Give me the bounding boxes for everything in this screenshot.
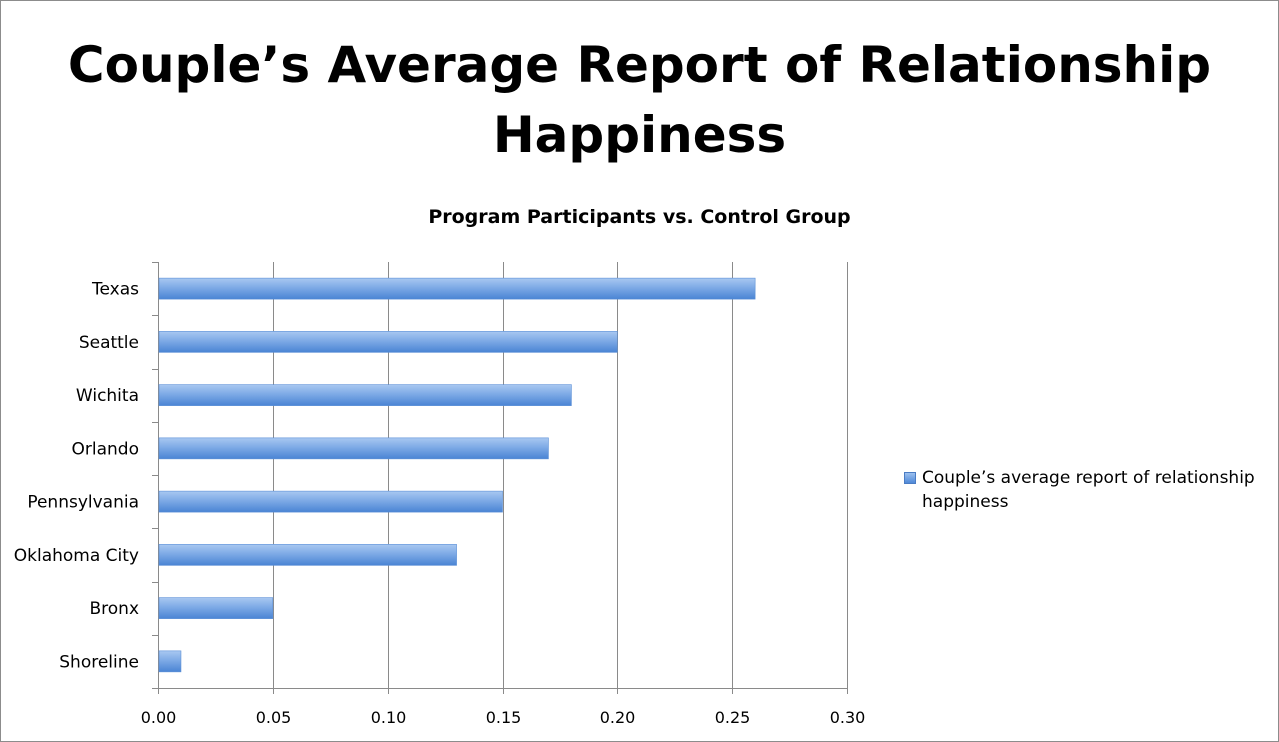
x-tick-label: 0.05 bbox=[256, 708, 292, 727]
labels: 0.00 0.05 0.10 0.15 0.20 0.25 0.30 Texas Seattle… bbox=[14, 280, 866, 727]
category-label: Oklahoma City bbox=[14, 546, 139, 566]
bar bbox=[158, 597, 274, 619]
bars bbox=[158, 277, 756, 673]
legend: Couple’s average report of relationship … bbox=[904, 466, 1264, 514]
gridlines bbox=[273, 262, 848, 688]
chart-subtitle: Program Participants vs. Control Group bbox=[428, 206, 851, 228]
category-label: Shoreline bbox=[59, 652, 139, 672]
x-tick-label: 0.20 bbox=[600, 708, 636, 727]
x-tick-label: 0.15 bbox=[486, 708, 522, 727]
category-label: Pennsylvania bbox=[27, 493, 139, 513]
legend-label: Couple’s average report of relationship … bbox=[922, 468, 1255, 512]
chart-title: Couple’s Average Report of Relationship … bbox=[67, 36, 1212, 164]
bar bbox=[158, 650, 182, 673]
legend-swatch bbox=[904, 472, 916, 484]
bar bbox=[158, 490, 503, 513]
x-tick-label: 0.25 bbox=[715, 708, 751, 727]
x-tick-label: 0.30 bbox=[830, 708, 866, 727]
bar bbox=[158, 331, 618, 353]
x-tick-label: 0.10 bbox=[371, 708, 407, 727]
category-label: Orlando bbox=[72, 439, 139, 459]
bar bbox=[158, 384, 572, 406]
bar bbox=[158, 544, 457, 566]
bar bbox=[158, 277, 756, 300]
axes bbox=[152, 262, 848, 694]
x-tick-label: 0.00 bbox=[141, 708, 177, 727]
category-label: Wichita bbox=[76, 386, 139, 406]
category-label: Seattle bbox=[79, 333, 139, 353]
category-label: Texas bbox=[91, 280, 139, 300]
category-label: Bronx bbox=[89, 599, 139, 619]
bar bbox=[158, 437, 549, 460]
